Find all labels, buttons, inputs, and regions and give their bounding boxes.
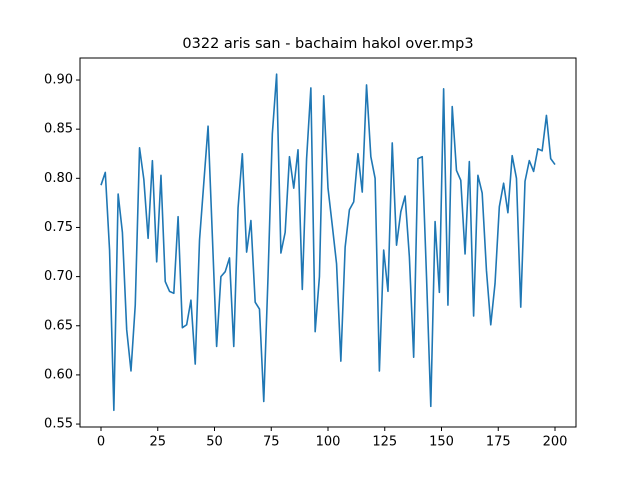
y-tick-label: 0.80 — [44, 171, 73, 186]
y-tick-label: 0.70 — [44, 269, 73, 284]
plot-frame — [79, 57, 577, 428]
y-tick-label: 0.65 — [44, 318, 73, 333]
x-tick-label: 150 — [429, 435, 454, 450]
y-tick-label: 0.75 — [44, 220, 73, 235]
x-tick-label: 200 — [543, 435, 568, 450]
data-line — [100, 73, 556, 412]
x-tick-label: 125 — [372, 435, 397, 450]
x-tick-label: 50 — [206, 435, 223, 450]
chart-title: 0322 aris san - bachaim hakol over.mp3 — [182, 36, 473, 52]
x-tick-label: 75 — [263, 435, 280, 450]
x-tick-label: 175 — [486, 435, 511, 450]
y-tick-label: 0.55 — [44, 417, 73, 432]
y-tick-label: 0.90 — [44, 73, 73, 88]
y-tick-label: 0.60 — [44, 367, 73, 382]
x-tick-label: 25 — [149, 435, 166, 450]
x-tick-label: 100 — [316, 435, 341, 450]
x-tick-label: 0 — [97, 435, 105, 450]
y-tick-label: 0.85 — [44, 122, 73, 137]
